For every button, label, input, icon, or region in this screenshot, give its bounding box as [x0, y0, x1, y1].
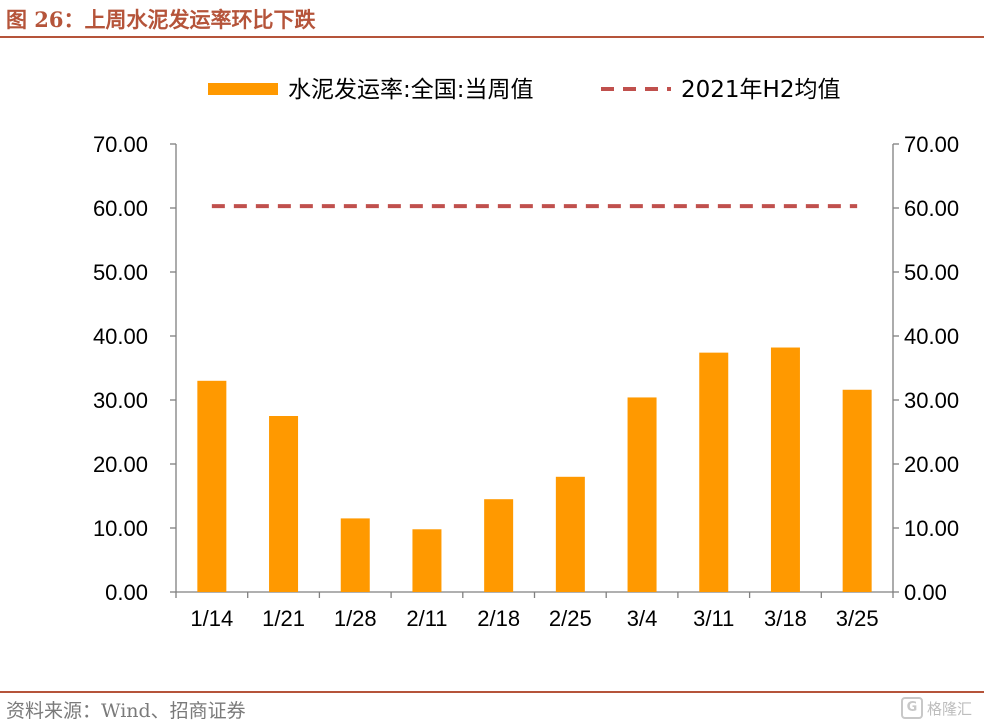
y-tick-label-right: 70.00: [904, 132, 959, 157]
figure-title: 图 26：上周水泥发运率环比下跌: [6, 7, 316, 32]
bar: [197, 380, 227, 592]
y-tick-label-right: 60.00: [904, 196, 959, 221]
y-tick-label-left: 0.00: [105, 580, 148, 605]
y-tick-label-left: 10.00: [93, 516, 148, 541]
bar: [412, 529, 442, 592]
chart-axes: 0.00 10.00 20.00 30.00 40.00 50.00 60.00 70.00 0…: [93, 132, 959, 631]
x-tick-label: 3/4: [627, 606, 658, 631]
watermark: G 格隆汇: [900, 697, 972, 719]
chart-legend: 水泥发运率:全国:当周值 2021年H2均值: [208, 77, 840, 103]
x-tick-label: 3/25: [836, 606, 879, 631]
x-tick-label: 1/28: [334, 606, 377, 631]
footer-rule: [0, 691, 984, 693]
y-tick-label-right: 20.00: [904, 452, 959, 477]
bar: [555, 476, 585, 592]
bar: [269, 416, 299, 592]
y-tick-label-left: 40.00: [93, 324, 148, 349]
y-tick-label-left: 50.00: [93, 260, 148, 285]
bar: [699, 352, 729, 592]
watermark-logo-icon: G: [900, 697, 923, 719]
x-tick-label: 3/18: [764, 606, 807, 631]
x-tick-label: 2/11: [406, 606, 447, 631]
legend-label-line: 2021年H2均值: [681, 77, 840, 103]
y-tick-label-right: 10.00: [904, 516, 959, 541]
watermark-text: 格隆汇: [926, 699, 972, 718]
bar-chart: 水泥发运率:全国:当周值 2021年H2均值 0.00 10.00 20.00 30.…: [93, 77, 959, 631]
x-tick-label: 1/14: [190, 606, 233, 631]
y-tick-label-right: 40.00: [904, 324, 959, 349]
y-tick-label-left: 30.00: [93, 388, 148, 413]
legend-swatch-bar: [208, 83, 278, 95]
x-tick-label: 2/25: [549, 606, 592, 631]
y-tick-label-right: 50.00: [904, 260, 959, 285]
x-tick-label: 1/21: [262, 606, 305, 631]
legend-label-bar: 水泥发运率:全国:当周值: [288, 77, 534, 103]
bar: [627, 397, 657, 592]
x-tick-label: 3/11: [693, 606, 734, 631]
y-tick-label-right: 0.00: [904, 580, 947, 605]
chart-bars: [197, 347, 872, 592]
y-tick-label-left: 70.00: [93, 132, 148, 157]
y-tick-label-right: 30.00: [904, 388, 959, 413]
source-note: 资料来源：Wind、招商证券: [6, 700, 246, 722]
bar: [484, 499, 514, 592]
bar: [770, 347, 800, 592]
y-tick-label-left: 60.00: [93, 196, 148, 221]
bar: [842, 389, 872, 592]
title-rule: [0, 36, 984, 38]
x-tick-label: 2/18: [477, 606, 520, 631]
bar: [340, 518, 370, 592]
y-tick-label-left: 20.00: [93, 452, 148, 477]
